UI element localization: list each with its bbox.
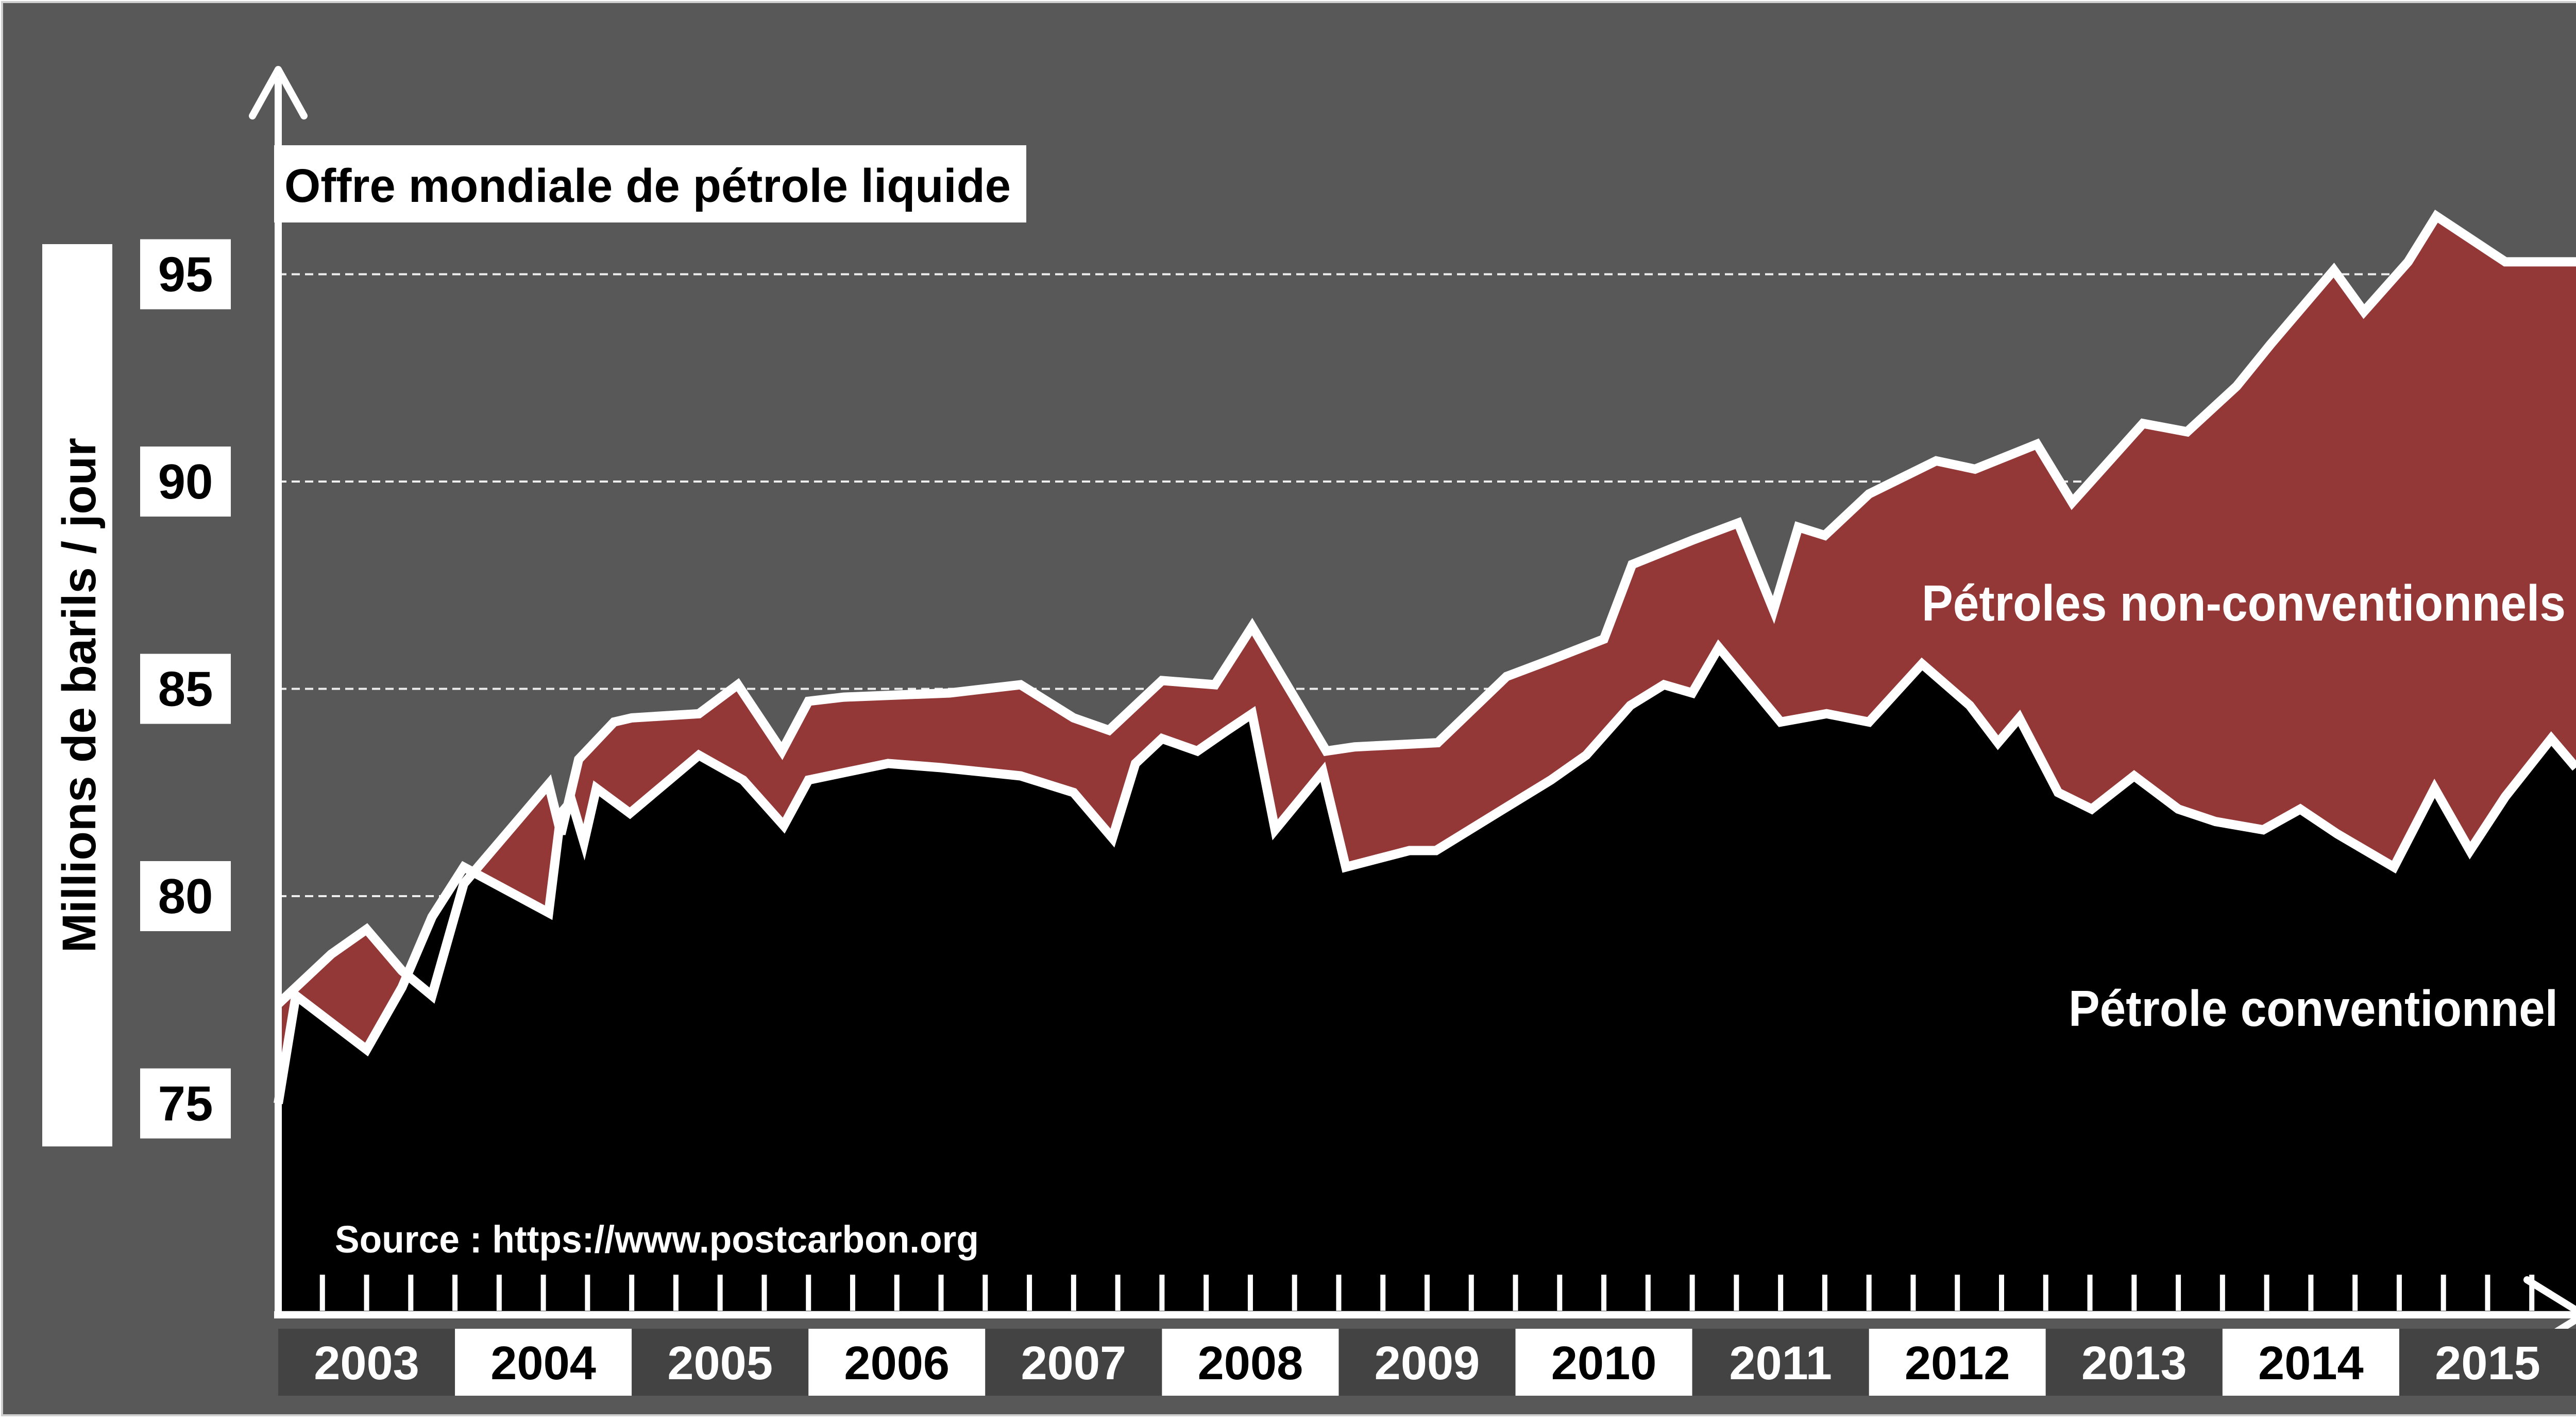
x-tick-label-2003: 2003 (314, 1337, 419, 1390)
y-axis-arrow (249, 66, 308, 119)
year-box-2004 (455, 1329, 632, 1396)
x-tick-label-2006: 2006 (844, 1337, 950, 1390)
y-tick-label-95: 95 (158, 247, 213, 302)
y-tick-box-75 (140, 1068, 231, 1139)
area-layer (274, 210, 2576, 1311)
x-tick-label-2010: 2010 (1551, 1337, 1657, 1390)
y-tick-box-80 (140, 861, 231, 931)
x-tick-label-2005: 2005 (667, 1337, 773, 1390)
line-conventional (274, 639, 2576, 1104)
x-tick-label-2007: 2007 (1021, 1337, 1127, 1390)
x-tick-label-2008: 2008 (1198, 1337, 1303, 1390)
year-box-2014 (2222, 1329, 2399, 1396)
y-tick-box-95 (140, 239, 231, 310)
x-tick-label-2012: 2012 (1905, 1337, 2010, 1390)
x-tick-label-2015: 2015 (2435, 1337, 2540, 1390)
line-non-conventional (275, 210, 2576, 1007)
year-box-2006 (808, 1329, 986, 1396)
year-box-2011 (1692, 1329, 1869, 1396)
y-tick-box-85 (140, 654, 231, 724)
year-box-2008 (1162, 1329, 1339, 1396)
x-tick-label-2011: 2011 (1729, 1337, 1832, 1390)
y-tick-label-75: 75 (158, 1076, 213, 1131)
year-box-2009 (1338, 1329, 1516, 1396)
area-conventional (278, 647, 2576, 1311)
y-tick-box-90 (140, 447, 231, 517)
x-tick-label-2014: 2014 (2258, 1337, 2364, 1390)
year-layer: 2003 2004 2005 2006 2007 2008 2009 2010 2011 2012… (278, 1329, 2576, 1396)
y-axis-label: Millions de barils / jour (53, 438, 106, 953)
y-tick-label-80: 80 (158, 869, 213, 924)
year-box-2003 (278, 1329, 455, 1396)
source-label: Source : https://www.postcarbon.org (335, 1218, 979, 1261)
year-box-2015 (2399, 1329, 2576, 1396)
title-box (274, 145, 1026, 222)
chart-title: Offre mondiale de pétrole liquide (284, 160, 1011, 212)
year-box-2013 (2045, 1329, 2223, 1396)
label-layer: Offre mondiale de pétrole liquide Millio… (42, 145, 2566, 1261)
year-box-2010 (1515, 1329, 1692, 1396)
year-box-2012 (1869, 1329, 2046, 1396)
axis-layer: 75 80 85 90 95 (140, 66, 2576, 1353)
y-tick-label-90: 90 (158, 454, 213, 509)
x-tick-label-2013: 2013 (2081, 1337, 2187, 1390)
series-label-non-conventional: Pétroles non-conventionnels (1922, 575, 2566, 631)
x-tick-label-2004: 2004 (490, 1337, 596, 1390)
x-tick-label-2009: 2009 (1375, 1337, 1480, 1390)
series-label-conventional: Pétrole conventionnel (2069, 980, 2558, 1037)
ylabel-box (42, 244, 112, 1146)
y-tick-label-85: 85 (158, 662, 213, 717)
year-box-2007 (985, 1329, 1162, 1396)
year-box-2005 (632, 1329, 809, 1396)
